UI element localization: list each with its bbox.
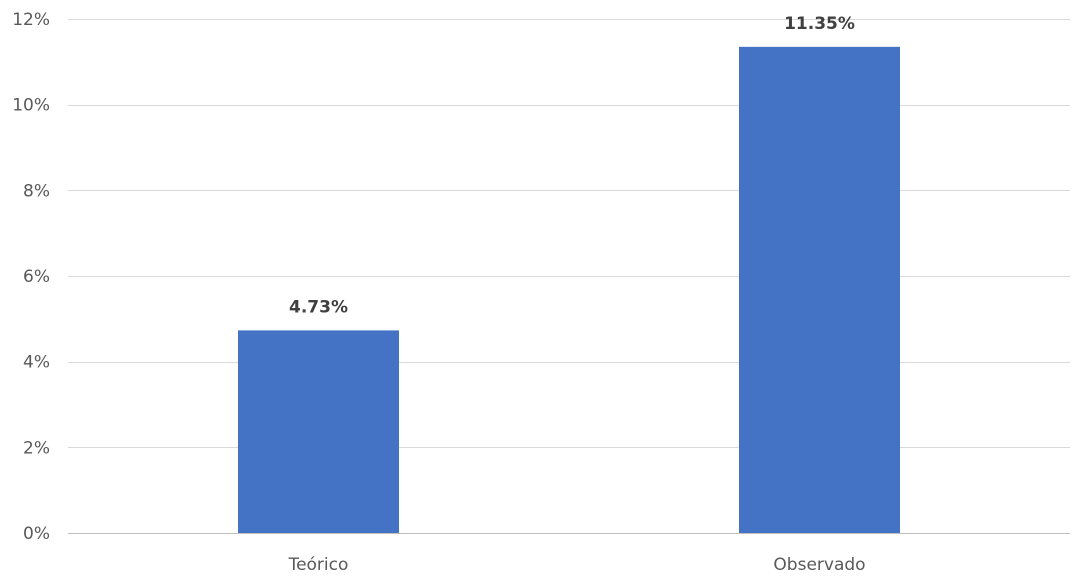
y-tick-label: 0%: [23, 524, 50, 544]
x-category-label: Teórico: [288, 555, 349, 575]
data-label: 4.73%: [289, 297, 348, 317]
data-label: 11.35%: [784, 14, 855, 34]
bar-teorico: [238, 330, 399, 533]
gridlines: [68, 19, 1070, 534]
bars: [238, 46, 900, 533]
y-tick-label: 8%: [23, 181, 50, 201]
x-category-label: Observado: [773, 555, 865, 575]
data-labels: 4.73% 11.35%: [289, 14, 855, 318]
y-axis-tick-labels: 0% 2% 4% 6% 8% 10% 12%: [12, 10, 50, 544]
y-tick-label: 10%: [12, 96, 50, 116]
y-tick-label: 12%: [12, 10, 50, 30]
x-axis-category-labels: Teórico Observado: [288, 555, 866, 575]
y-tick-label: 2%: [23, 438, 50, 458]
bar-observado: [739, 46, 900, 533]
y-tick-label: 6%: [23, 267, 50, 287]
y-tick-label: 4%: [23, 353, 50, 373]
